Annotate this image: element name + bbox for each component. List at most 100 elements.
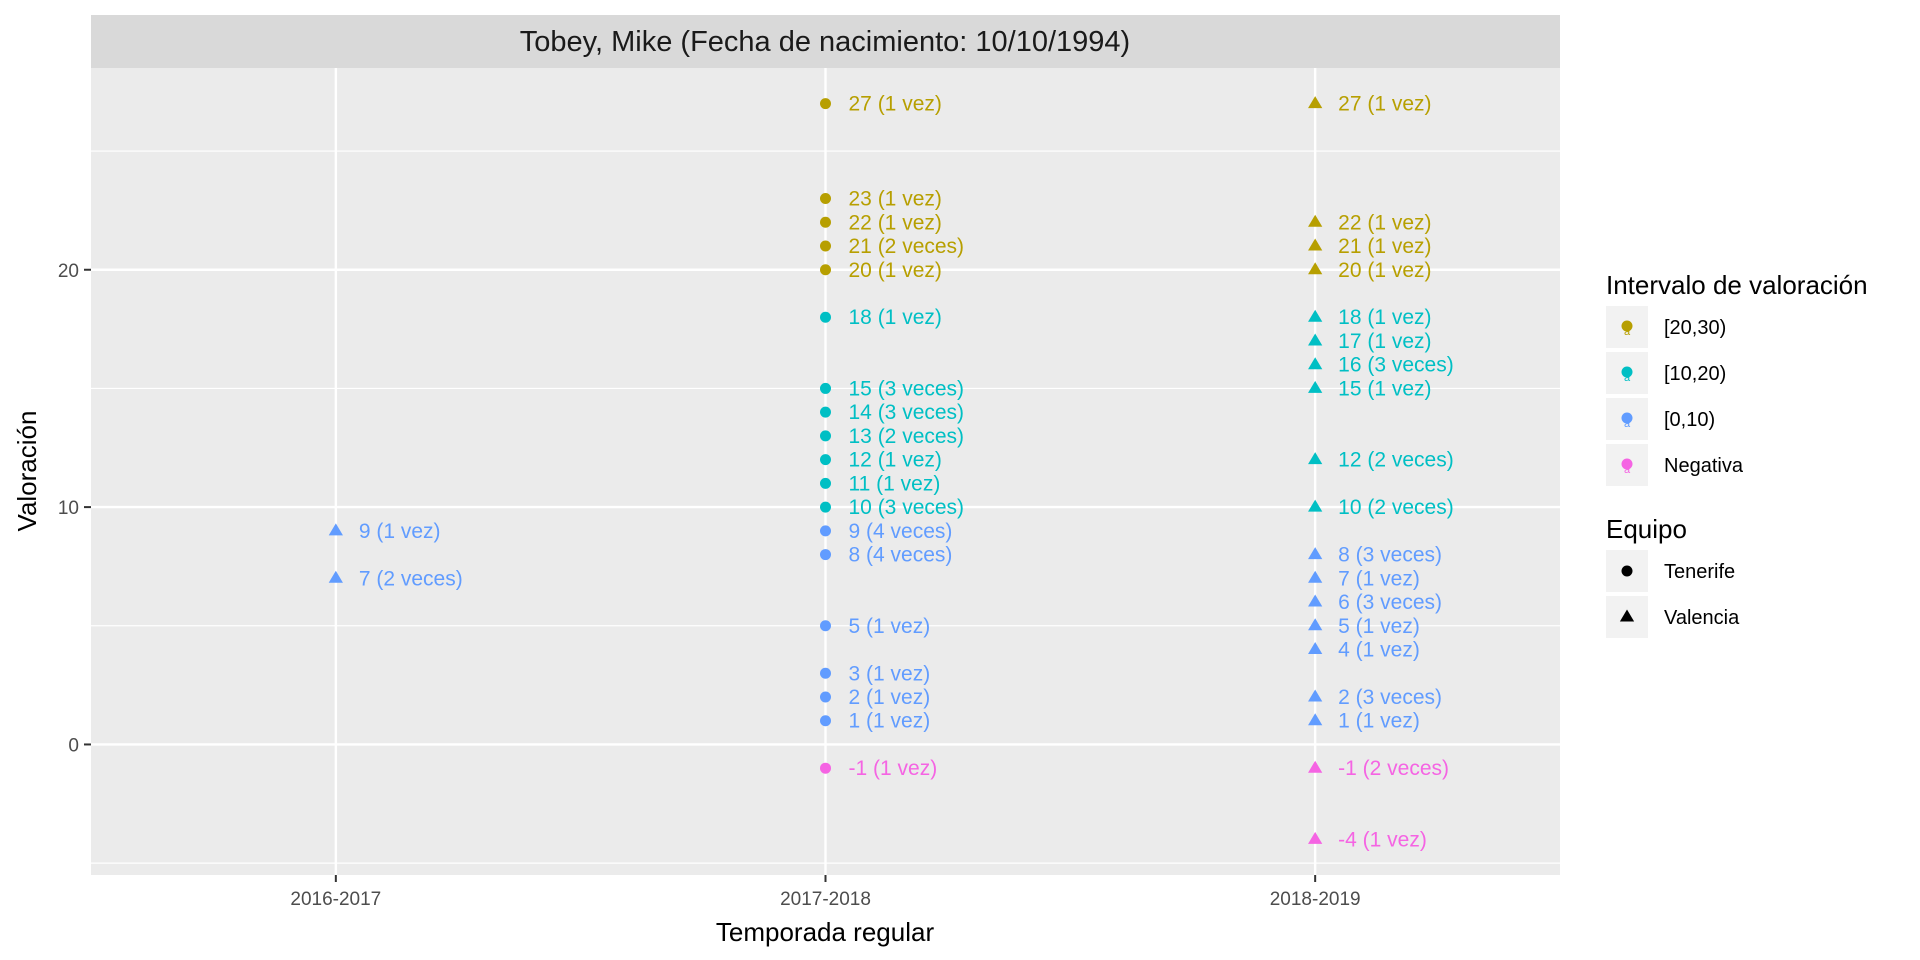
legend: Intervalo de valoración a [20,30) a [10,20) a… bbox=[1606, 270, 1868, 638]
data-point bbox=[1308, 309, 1323, 322]
data-label: 23 (1 vez) bbox=[849, 188, 942, 211]
x-tick-label: 2018-2019 bbox=[1270, 889, 1361, 910]
data-label: 22 (1 vez) bbox=[1338, 211, 1431, 234]
legend-swatch bbox=[1621, 366, 1633, 378]
data-point bbox=[1308, 618, 1323, 631]
legend-entry-label: Negativa bbox=[1664, 455, 1744, 477]
legend-title: Intervalo de valoración bbox=[1606, 270, 1868, 300]
data-point bbox=[820, 762, 831, 774]
legend-swatch bbox=[1619, 609, 1635, 622]
y-tick-label: 20 bbox=[58, 261, 79, 282]
data-point bbox=[1308, 214, 1323, 227]
data-label: 7 (2 veces) bbox=[359, 567, 463, 590]
data-point bbox=[1308, 594, 1323, 607]
data-label: 2 (3 veces) bbox=[1338, 686, 1442, 709]
data-label: 20 (1 vez) bbox=[1338, 259, 1431, 282]
data-point bbox=[1308, 499, 1323, 512]
data-point bbox=[1308, 452, 1323, 465]
data-point bbox=[1308, 333, 1323, 346]
data-point bbox=[820, 549, 831, 561]
data-point bbox=[1308, 357, 1323, 370]
data-label: 20 (1 vez) bbox=[849, 259, 942, 282]
legend-entry-label: Valencia bbox=[1664, 607, 1740, 629]
data-point bbox=[820, 216, 831, 228]
data-point bbox=[1308, 760, 1323, 773]
legend-swatch-glyph: a bbox=[1624, 372, 1631, 384]
data-point bbox=[820, 620, 831, 632]
data-points bbox=[328, 96, 1323, 844]
data-label: 13 (2 veces) bbox=[849, 425, 965, 448]
grid-lines bbox=[91, 68, 1560, 875]
legend-swatch-glyph: a bbox=[1624, 326, 1631, 338]
data-point bbox=[820, 311, 831, 323]
data-label: 8 (4 veces) bbox=[849, 544, 953, 567]
legend-swatch bbox=[1621, 320, 1633, 332]
data-label: 18 (1 vez) bbox=[1338, 306, 1431, 329]
data-point bbox=[1308, 689, 1323, 702]
x-axis-title: Temporada regular bbox=[716, 917, 935, 947]
data-labels: 9 (1 vez) 7 (2 veces) 27 (1 vez) 23 (1 vez)… bbox=[359, 93, 1454, 852]
y-axis-title: Valoración bbox=[12, 411, 42, 532]
facet-strip bbox=[91, 15, 1560, 68]
data-point bbox=[1308, 642, 1323, 655]
legend-swatch bbox=[1621, 458, 1633, 470]
data-point bbox=[820, 264, 831, 276]
legend-entry-label: [20,30) bbox=[1664, 317, 1726, 339]
data-label: 1 (1 vez) bbox=[849, 710, 931, 733]
data-label: -4 (1 vez) bbox=[1338, 828, 1427, 851]
data-label: 15 (3 veces) bbox=[849, 377, 965, 400]
data-point bbox=[1308, 96, 1323, 109]
data-point bbox=[328, 570, 343, 583]
data-point bbox=[328, 523, 343, 536]
data-label: 10 (3 veces) bbox=[849, 496, 965, 519]
data-label: 9 (1 vez) bbox=[359, 520, 441, 543]
data-point bbox=[820, 501, 831, 513]
data-label: 14 (3 veces) bbox=[849, 401, 965, 424]
data-point bbox=[1308, 570, 1323, 583]
data-point bbox=[820, 193, 831, 205]
data-label: 3 (1 vez) bbox=[849, 662, 931, 685]
legend-entry-label: [0,10) bbox=[1664, 409, 1715, 431]
data-point bbox=[820, 715, 831, 727]
data-label: 10 (2 veces) bbox=[1338, 496, 1454, 519]
legend-entry-label: [10,20) bbox=[1664, 363, 1726, 385]
data-point bbox=[820, 667, 831, 679]
x-axis: 2016-2017 2017-2018 2018-2019 bbox=[290, 875, 1361, 910]
data-point bbox=[1308, 831, 1323, 844]
data-label: 21 (2 veces) bbox=[849, 235, 965, 258]
data-point bbox=[820, 98, 831, 110]
data-label: 7 (1 vez) bbox=[1338, 567, 1420, 590]
legend-swatch-glyph: a bbox=[1624, 464, 1631, 476]
data-point bbox=[820, 525, 831, 537]
x-tick-label: 2017-2018 bbox=[780, 889, 871, 910]
data-label: 8 (3 veces) bbox=[1338, 544, 1442, 567]
x-tick-label: 2016-2017 bbox=[290, 889, 381, 910]
data-label: 5 (1 vez) bbox=[849, 615, 931, 638]
data-point bbox=[1308, 547, 1323, 560]
data-point bbox=[820, 382, 831, 394]
data-label: -1 (2 veces) bbox=[1338, 757, 1449, 780]
legend-swatch-glyph: a bbox=[1624, 418, 1631, 430]
legend-swatch bbox=[1621, 412, 1633, 424]
data-point bbox=[1308, 713, 1323, 726]
legend-title: Equipo bbox=[1606, 514, 1687, 544]
data-label: 2 (1 vez) bbox=[849, 686, 931, 709]
data-label: 27 (1 vez) bbox=[849, 93, 942, 116]
data-label: 18 (1 vez) bbox=[849, 306, 942, 329]
data-label: 15 (1 vez) bbox=[1338, 377, 1431, 400]
y-axis: 0 10 20 bbox=[58, 261, 91, 756]
data-label: 21 (1 vez) bbox=[1338, 235, 1431, 258]
data-point bbox=[820, 240, 831, 252]
y-tick-label: 10 bbox=[58, 498, 79, 519]
data-label: 1 (1 vez) bbox=[1338, 710, 1420, 733]
data-label: 9 (4 veces) bbox=[849, 520, 953, 543]
y-tick-label: 0 bbox=[68, 735, 79, 756]
data-point bbox=[820, 691, 831, 703]
data-point bbox=[820, 406, 831, 418]
data-point bbox=[1308, 238, 1323, 251]
data-label: 12 (1 vez) bbox=[849, 449, 942, 472]
data-label: 17 (1 vez) bbox=[1338, 330, 1431, 353]
data-point bbox=[1308, 262, 1323, 275]
data-label: 6 (3 veces) bbox=[1338, 591, 1442, 614]
